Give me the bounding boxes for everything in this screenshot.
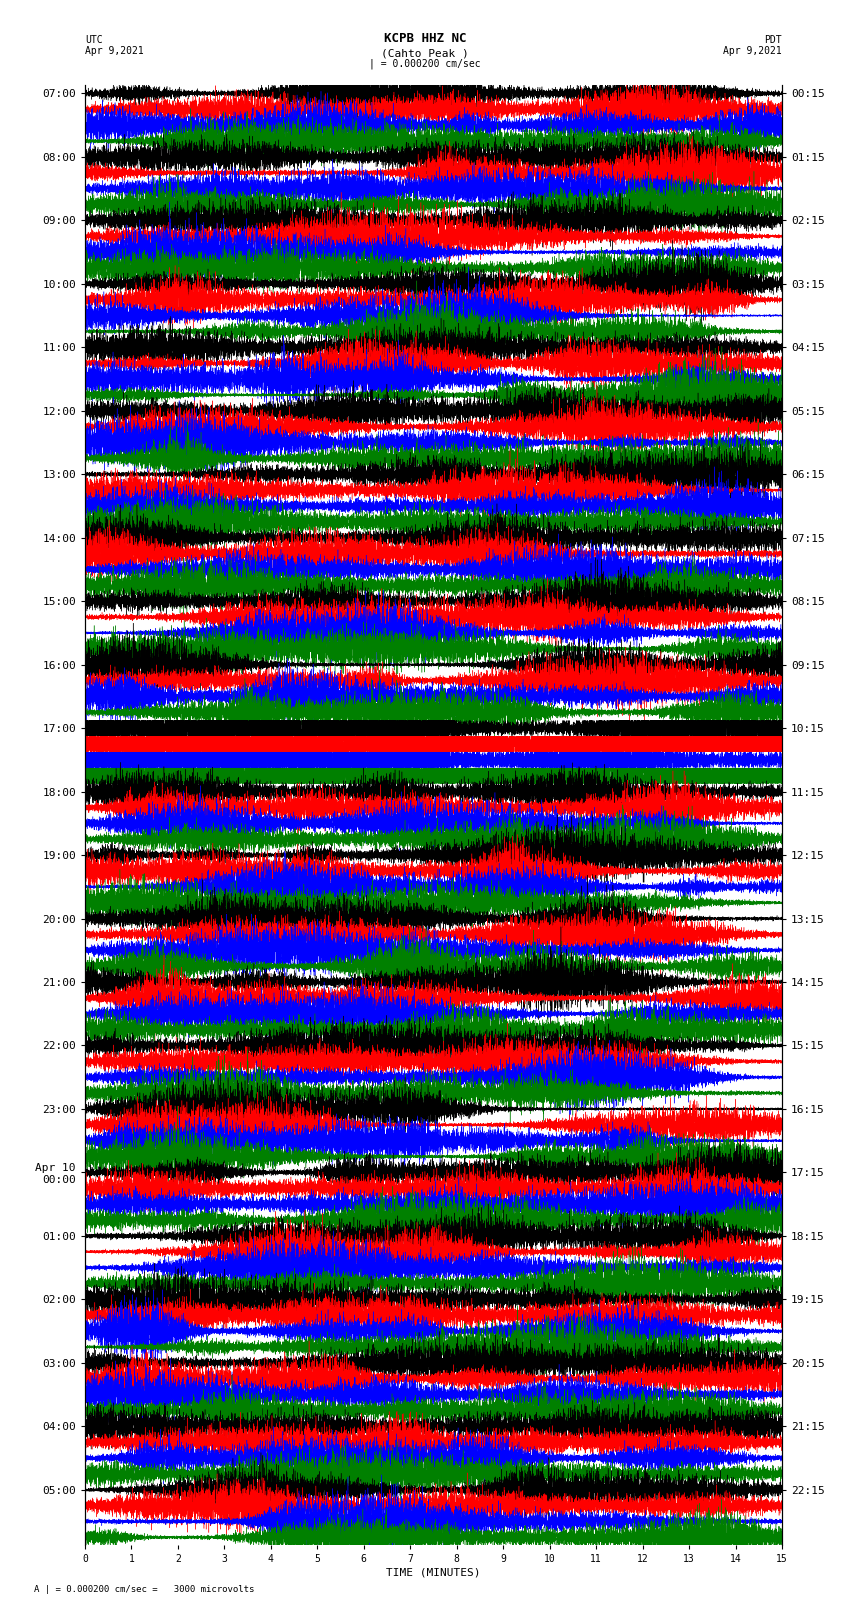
Text: (Cahto Peak ): (Cahto Peak )	[381, 48, 469, 58]
Text: PDT: PDT	[764, 35, 782, 45]
Text: Apr 9,2021: Apr 9,2021	[723, 47, 782, 56]
Text: Apr 9,2021: Apr 9,2021	[85, 47, 144, 56]
X-axis label: TIME (MINUTES): TIME (MINUTES)	[386, 1568, 481, 1578]
Text: A | = 0.000200 cm/sec =   3000 microvolts: A | = 0.000200 cm/sec = 3000 microvolts	[34, 1584, 254, 1594]
Text: | = 0.000200 cm/sec: | = 0.000200 cm/sec	[369, 58, 481, 69]
Text: UTC: UTC	[85, 35, 103, 45]
Text: KCPB HHZ NC: KCPB HHZ NC	[383, 32, 467, 45]
